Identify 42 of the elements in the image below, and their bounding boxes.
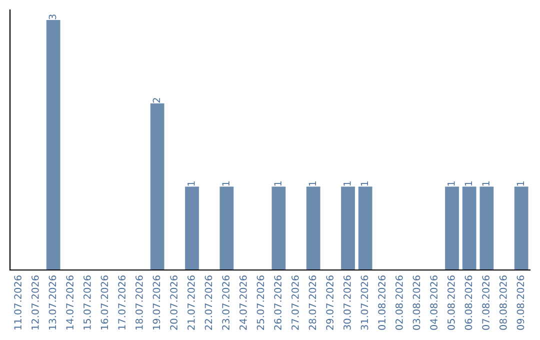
x-tick-label: 25.07.2026 <box>256 275 264 330</box>
x-tick-label: 02.08.2026 <box>395 275 403 330</box>
x-tick-label: 05.08.2026 <box>447 275 455 330</box>
x-tick-label: 24.07.2026 <box>239 275 247 330</box>
x-tick-label: 30.07.2026 <box>343 275 351 330</box>
x-tick-label: 28.07.2026 <box>308 275 316 330</box>
x-tick-label: 09.08.2026 <box>516 275 524 330</box>
x-tick-label: 14.07.2026 <box>66 275 74 330</box>
x-tick-label: 22.07.2026 <box>204 275 212 330</box>
x-tick-label: 13.07.2026 <box>48 275 56 330</box>
x-tick-label: 04.08.2026 <box>430 275 438 330</box>
data-label: 1 <box>448 181 455 186</box>
x-tick-label: 01.08.2026 <box>378 275 386 330</box>
x-tick-label: 29.07.2026 <box>326 275 334 330</box>
data-label: 1 <box>464 181 472 186</box>
x-tick-label: 18.07.2026 <box>135 275 143 330</box>
x-tick-label: 03.08.2026 <box>412 275 420 330</box>
data-label: 1 <box>344 181 351 186</box>
x-tick-label: 27.07.2026 <box>291 275 299 330</box>
x-tick-label: 20.07.2026 <box>170 275 178 330</box>
x-tick-label: 19.07.2026 <box>152 275 160 330</box>
x-tick-label: 15.07.2026 <box>83 275 91 330</box>
data-label: 1 <box>308 181 316 186</box>
data-label: 1 <box>360 181 368 186</box>
data-label: 3 <box>48 14 56 20</box>
x-tick-label: 07.08.2026 <box>482 275 490 330</box>
data-label: 1 <box>274 181 282 186</box>
data-label: 1 <box>222 181 230 186</box>
x-tick-label: 23.07.2026 <box>222 275 230 330</box>
x-tick-label: 08.08.2026 <box>499 275 507 330</box>
x-tick-label: 06.08.2026 <box>464 275 472 330</box>
data-label: 1 <box>482 181 490 186</box>
x-tick-label: 31.07.2026 <box>360 275 368 330</box>
data-label: 2 <box>152 98 160 103</box>
x-tick-label: 11.07.2026 <box>14 275 22 330</box>
data-label: 1 <box>188 181 195 186</box>
data-label: 1 <box>516 181 524 186</box>
x-tick-label: 17.07.2026 <box>118 275 126 330</box>
x-tick-label: 16.07.2026 <box>100 275 108 330</box>
x-tick-label: 21.07.2026 <box>187 275 195 330</box>
x-tick-label: 12.07.2026 <box>31 275 39 330</box>
x-tick-label: 26.07.2026 <box>274 275 282 330</box>
